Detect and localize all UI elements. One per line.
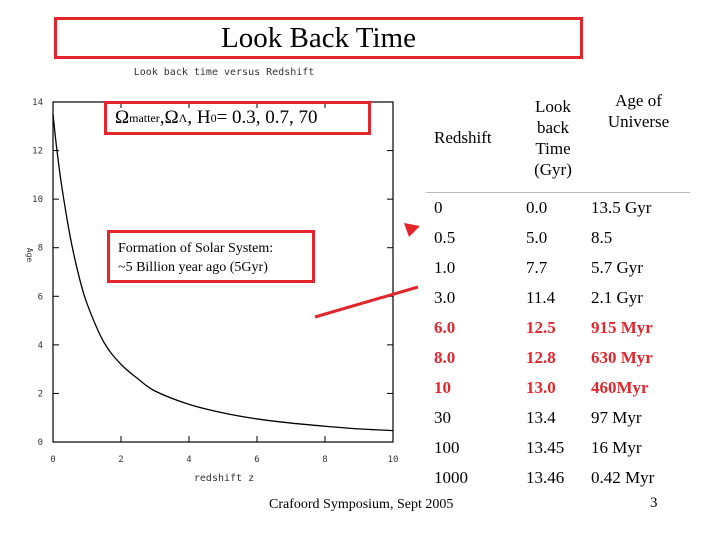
header-line: Look bbox=[535, 97, 571, 116]
y-tick-label: 8 bbox=[38, 244, 43, 254]
cell-redshift: 10 bbox=[434, 377, 451, 397]
cell-redshift: 1000 bbox=[434, 467, 468, 487]
cell-age: 2.1 Gyr bbox=[591, 287, 643, 307]
x-tick-label: 0 bbox=[50, 455, 55, 465]
cell-age: 5.7 Gyr bbox=[591, 257, 643, 277]
cell-age: 460Myr bbox=[591, 377, 649, 397]
x-tick-label: 8 bbox=[322, 455, 327, 465]
cell-lookback: 13.45 bbox=[526, 437, 565, 457]
cell-redshift: 0.5 bbox=[434, 227, 456, 247]
table-row: 3.0 11.4 2.1 Gyr bbox=[426, 283, 690, 313]
header-lookback-time: Look back Time (Gyr) bbox=[519, 84, 587, 193]
table-row-highlighted: 6.0 12.5 915 Myr bbox=[426, 313, 690, 343]
header-redshift: Redshift bbox=[434, 128, 492, 147]
redshift-table: Redshift Look back Time (Gyr) Age of Uni… bbox=[426, 84, 690, 493]
table-row-highlighted: 10 13.0 460Myr bbox=[426, 373, 690, 403]
cell-age: 16 Myr bbox=[591, 437, 642, 457]
lambda-subscript: Λ bbox=[178, 110, 188, 125]
x-axis: 0 2 4 6 8 10 bbox=[50, 102, 398, 465]
y-axis: 0 2 4 6 8 10 12 14 bbox=[32, 98, 393, 448]
cell-lookback: 7.7 bbox=[526, 257, 548, 277]
annotation-arrow-line bbox=[314, 285, 419, 319]
cell-lookback: 13.0 bbox=[526, 377, 556, 397]
footer-text: Crafoord Symposium, Sept 2005 bbox=[269, 497, 454, 512]
header-line: (Gyr) bbox=[534, 160, 572, 179]
separator: , bbox=[159, 107, 165, 128]
y-axis-label: Age bbox=[25, 248, 34, 263]
page-number: 3 bbox=[650, 495, 658, 511]
hubble-symbol: , H bbox=[187, 107, 211, 128]
header-line: Time bbox=[535, 139, 571, 158]
matter-subscript: matter bbox=[129, 110, 160, 125]
cell-lookback: 13.4 bbox=[526, 407, 556, 427]
header-age: Age of Universe bbox=[587, 84, 690, 193]
annotation-line: ~5 Billion year ago (5Gyr) bbox=[118, 260, 268, 275]
cell-lookback: 13.46 bbox=[526, 467, 565, 487]
table-row: 0 0.0 13.5 Gyr bbox=[426, 192, 690, 223]
x-tick-label: 6 bbox=[254, 455, 259, 465]
y-tick-label: 4 bbox=[38, 341, 43, 351]
annotation-arrow-head bbox=[404, 223, 420, 237]
cell-age: 915 Myr bbox=[591, 317, 653, 337]
table-row: 0.5 5.0 8.5 bbox=[426, 223, 690, 253]
omega-symbol: Ω bbox=[115, 107, 130, 128]
age-curve bbox=[52, 114, 394, 432]
header-line: Age of bbox=[615, 91, 662, 110]
y-tick-label: 0 bbox=[38, 438, 43, 448]
table-row: 1.0 7.7 5.7 Gyr bbox=[426, 253, 690, 283]
cell-lookback: 12.8 bbox=[526, 347, 556, 367]
cell-age: 13.5 Gyr bbox=[587, 192, 690, 223]
cell-redshift: 8.0 bbox=[434, 347, 456, 367]
cell-redshift: 1.0 bbox=[434, 257, 456, 277]
solar-system-annotation: Formation of Solar System: ~5 Billion ye… bbox=[107, 230, 315, 283]
cell-redshift: 3.0 bbox=[434, 287, 456, 307]
table-row: 1000 13.46 0.42 Myr bbox=[426, 463, 690, 493]
x-tick-label: 10 bbox=[388, 455, 399, 465]
header-line: back bbox=[536, 118, 570, 137]
cell-age: 630 Myr bbox=[591, 347, 653, 367]
cell-lookback: 0.0 bbox=[519, 192, 587, 223]
cell-redshift: 100 bbox=[434, 437, 460, 457]
table-row: 30 13.4 97 Myr bbox=[426, 403, 690, 433]
omega-symbol: Ω bbox=[164, 107, 179, 128]
cell-redshift: 0 bbox=[426, 192, 519, 223]
cell-age: 97 Myr bbox=[591, 407, 642, 427]
cell-lookback: 12.5 bbox=[526, 317, 556, 337]
table-row: 100 13.45 16 Myr bbox=[426, 433, 690, 463]
y-tick-label: 12 bbox=[32, 147, 43, 157]
annotation-line: Formation of Solar System: bbox=[118, 241, 274, 256]
y-tick-label: 2 bbox=[38, 389, 43, 399]
zero-subscript: 0 bbox=[210, 110, 217, 125]
cell-redshift: 30 bbox=[434, 407, 451, 427]
header-line: Universe bbox=[607, 112, 670, 131]
parameter-values: = 0.3, 0.7, 70 bbox=[216, 107, 318, 128]
y-tick-label: 6 bbox=[38, 292, 43, 302]
y-tick-label: 14 bbox=[32, 98, 43, 108]
table-row-highlighted: 8.0 12.8 630 Myr bbox=[426, 343, 690, 373]
chart-title: Look back time versus Redshift bbox=[134, 67, 315, 78]
slide-title: Look Back Time bbox=[54, 17, 583, 59]
x-tick-label: 4 bbox=[186, 455, 191, 465]
x-axis-label: redshift z bbox=[194, 473, 254, 484]
y-tick-label: 10 bbox=[32, 195, 43, 205]
cell-age: 8.5 bbox=[591, 227, 613, 247]
cell-redshift: 6.0 bbox=[434, 317, 456, 337]
cell-age: 0.42 Myr bbox=[591, 467, 655, 487]
cell-lookback: 5.0 bbox=[526, 227, 548, 247]
cell-lookback: 11.4 bbox=[526, 287, 556, 307]
x-tick-label: 2 bbox=[118, 455, 123, 465]
